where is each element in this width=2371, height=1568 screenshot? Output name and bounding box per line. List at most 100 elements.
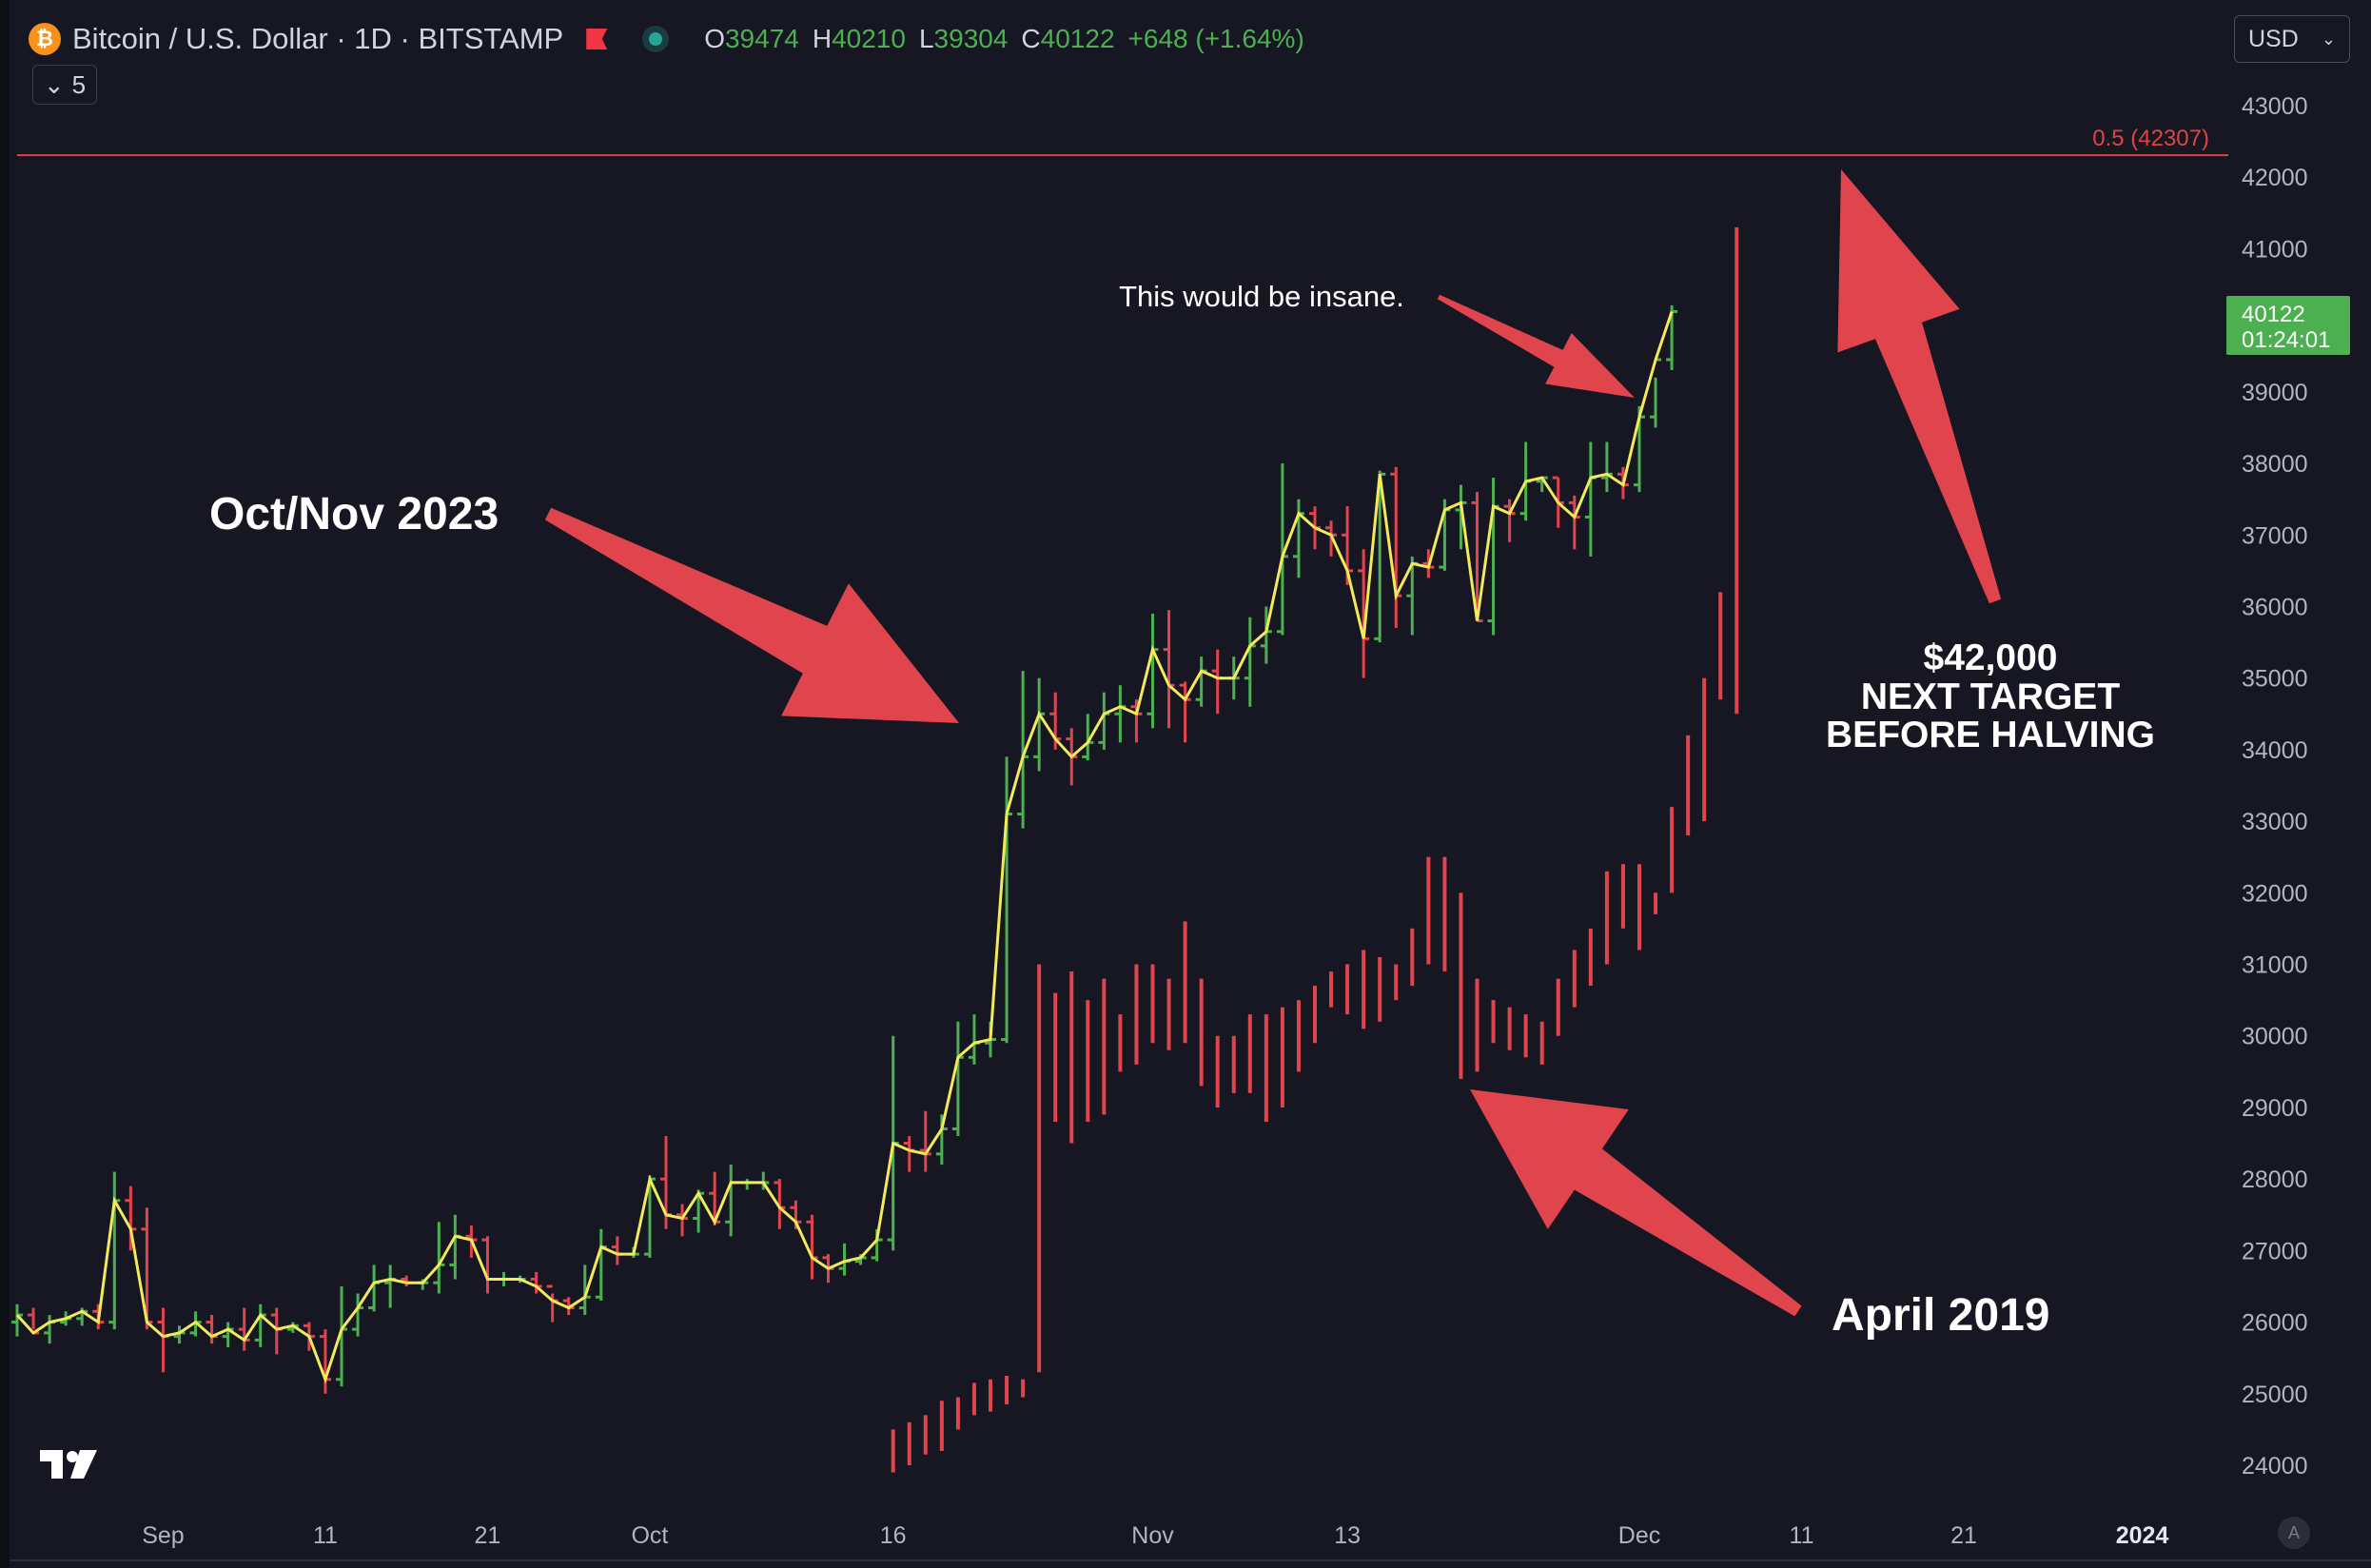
ohlc-bar[interactable] [238,1307,250,1351]
tradingview-logo[interactable] [38,1448,99,1480]
arrow-target [1837,169,2002,604]
ohlc-bar[interactable] [1568,495,1580,550]
ohlc-bar[interactable] [157,1307,169,1373]
x-tick-label: 21 [475,1522,501,1549]
ohlc-low: 39304 [933,24,1009,53]
annotation-april: April 2019 [1832,1290,2049,1341]
y-tick-label: 24000 [2242,1453,2308,1480]
ohlc-bar[interactable] [1487,478,1499,636]
ohlc-bar[interactable] [1584,441,1597,557]
ohlc-bar[interactable] [676,1204,689,1237]
ohlc-bar[interactable] [1358,549,1370,678]
x-tick-label: 2024 [2116,1522,2169,1549]
ohlc-c-label: C [1021,24,1041,53]
x-tick-label: Sep [142,1522,184,1549]
y-tick-label: 29000 [2242,1095,2308,1122]
market-status-icon [649,32,663,46]
ohlc-bar[interactable] [1195,657,1207,707]
ohlc-bar[interactable] [611,1236,623,1265]
ohlc-bar[interactable] [1114,685,1127,743]
symbol-title[interactable]: Bitcoin / U.S. Dollar · 1D · BITSTAMP [72,22,564,55]
indicator-count: 5 [71,69,87,99]
ohlc-bar[interactable] [741,1179,754,1190]
ohlc-bar[interactable] [1049,692,1062,750]
currency-label: USD [2248,25,2299,52]
symbol-header[interactable]: ₿ Bitcoin / U.S. Dollar · 1D · BITSTAMP … [29,17,1304,61]
auto-scale-button[interactable]: A [2278,1517,2310,1549]
currency-select[interactable]: USD ⌄ [2234,15,2350,63]
flag-icon[interactable] [586,29,608,49]
ohlc-bar[interactable] [108,1171,121,1330]
ohlc-bar[interactable] [319,1329,331,1394]
ohlc-bar[interactable] [935,1114,948,1166]
ohlc-change: +648 (+1.64%) [1127,24,1304,53]
ohlc-bar[interactable] [206,1315,218,1344]
y-tick-label: 41000 [2242,236,2308,263]
left-edge [0,0,10,1568]
arrow-insane [1437,294,1635,398]
ohlc-bar[interactable] [1292,499,1304,578]
ohlc-bar[interactable] [1406,556,1419,636]
ohlc-bar[interactable] [141,1207,153,1330]
auto-scale-label: A [2287,1522,2300,1542]
ohlc-bar[interactable] [270,1307,283,1355]
ohlc-bar[interactable] [125,1186,137,1251]
ohlc-bar[interactable] [578,1264,591,1316]
y-tick-label: 30000 [2242,1024,2308,1050]
x-tick-label: Nov [1131,1522,1174,1549]
bitcoin-icon: ₿ [29,23,61,55]
y-tick-label: 28000 [2242,1166,2308,1193]
annotation-insane: This would be insane. [1119,280,1404,313]
x-tick-label: Oct [631,1522,668,1549]
chevron-down-icon: ⌄ [43,69,65,99]
ohlc-bar[interactable] [1390,466,1402,629]
ohlc-o-label: O [704,24,725,53]
ohlc-bar[interactable] [903,1136,915,1172]
y-tick-label: 27000 [2242,1238,2308,1264]
ohlc-bar[interactable] [1130,699,1143,743]
x-tick-label: Dec [1618,1522,1660,1549]
ohlc-bar[interactable] [1600,441,1613,493]
annotation-target-line3: BEFORE HALVING [1826,715,2155,755]
ohlc-bar[interactable] [919,1110,931,1172]
y-tick-label: 26000 [2242,1310,2308,1337]
ohlc-bar[interactable] [449,1214,461,1280]
y-tick-label: 33000 [2242,809,2308,835]
y-tick-label: 42000 [2242,165,2308,191]
arrow-april [1470,1089,1802,1317]
y-tick-label: 25000 [2242,1382,2308,1408]
x-tick-label: 21 [1950,1522,1977,1549]
arrow-octnov [544,507,959,723]
fib-level-label: 0.5 (42307) [2092,126,2209,151]
ohlc-bar[interactable] [336,1285,347,1387]
ohlc-bar[interactable] [384,1264,397,1308]
y-tick-label: 37000 [2242,522,2308,549]
y-tick-label: 39000 [2242,380,2308,406]
annotation-target-line2: NEXT TARGET [1861,676,2120,717]
ohlc-open: 39474 [724,24,799,53]
ohlc-bar[interactable] [774,1179,786,1229]
ohlc-bar[interactable] [968,1014,980,1065]
indicators-toggle-button[interactable]: ⌄ 5 [32,65,97,105]
x-tick-label: 13 [1334,1522,1361,1549]
y-tick-label: 36000 [2242,594,2308,620]
bar-countdown: 01:24:01 [2242,327,2330,353]
ohlc-bar[interactable] [725,1165,737,1237]
ohlc-bar[interactable] [546,1284,558,1323]
ohlc-bar[interactable] [595,1228,607,1302]
ohlc-bar[interactable] [1244,617,1256,707]
ohlc-bar[interactable] [222,1322,234,1347]
y-tick-label: 35000 [2242,666,2308,693]
ohlc-bar[interactable] [44,1315,56,1344]
x-tick-label: 16 [880,1522,907,1549]
ohlc-bar[interactable] [254,1303,266,1347]
ohlc-bar[interactable] [1211,649,1224,715]
ohlc-high: 40210 [832,24,906,53]
x-tick-label: 11 [1790,1522,1814,1549]
last-price-value: 40122 [2242,302,2305,327]
ohlc-bar[interactable] [1163,610,1175,729]
ohlc-bar[interactable] [481,1236,494,1294]
ohlc-h-label: H [812,24,833,53]
